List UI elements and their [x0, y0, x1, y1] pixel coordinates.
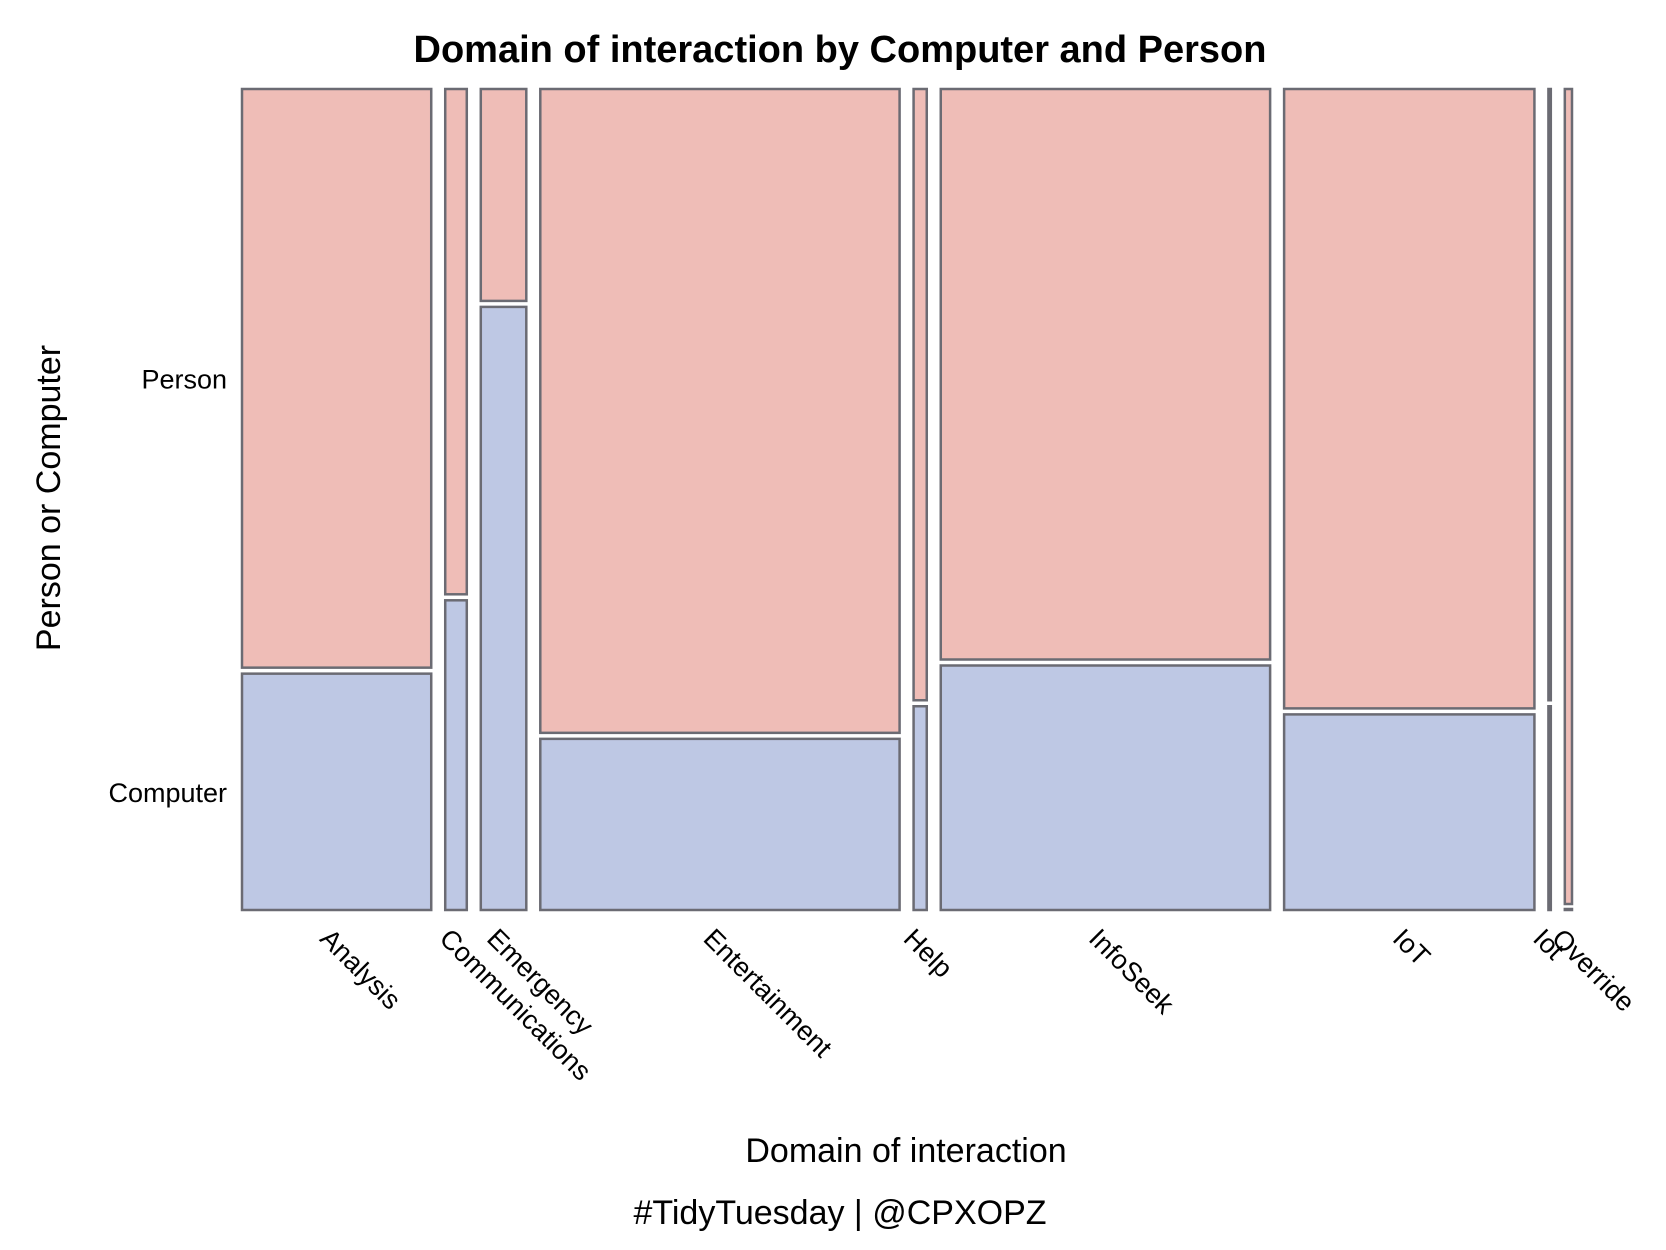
x-tick-label-entertainment: Entertainment [698, 923, 838, 1063]
tile-iot-computer [1282, 713, 1536, 912]
y-axis-title: Person or Computer [30, 345, 68, 651]
caption: #TidyTuesday | @CPXOPZ [633, 1194, 1046, 1232]
tile-entertainment-person [539, 87, 901, 735]
tile-help-person [912, 87, 929, 702]
chart-title: Domain of interaction by Computer and Pe… [414, 29, 1267, 71]
y-tick-labels: Computer Person [108, 364, 227, 808]
x-tick-label-override: Override [1546, 923, 1640, 1017]
tile-iot-person [1282, 87, 1536, 710]
tile-iot-computer [1547, 705, 1553, 912]
mosaic-tiles [240, 87, 1574, 912]
tile-communications-person [443, 87, 469, 596]
x-tick-label-help: Help [898, 923, 958, 983]
tile-emergency-computer [479, 305, 528, 912]
tile-analysis-person [240, 87, 433, 669]
tile-iot-person [1547, 87, 1553, 702]
tile-infoseek-computer [939, 664, 1272, 912]
tile-infoseek-person [939, 87, 1272, 661]
x-tick-label-analysis: Analysis [314, 923, 406, 1015]
tile-communications-computer [443, 599, 469, 912]
x-tick-label-infoseek: InfoSeek [1083, 923, 1180, 1020]
x-axis-title: Domain of interaction [745, 1132, 1066, 1170]
tile-override-computer [1563, 907, 1574, 912]
y-tick-label-person: Person [141, 364, 227, 394]
tile-override-person [1563, 87, 1574, 906]
tile-entertainment-computer [539, 737, 901, 912]
x-tick-label-iot: IoT [1387, 923, 1436, 972]
tile-help-computer [912, 705, 929, 912]
tile-emergency-person [479, 87, 528, 303]
y-tick-label-computer: Computer [108, 778, 227, 808]
tile-analysis-computer [240, 672, 433, 912]
